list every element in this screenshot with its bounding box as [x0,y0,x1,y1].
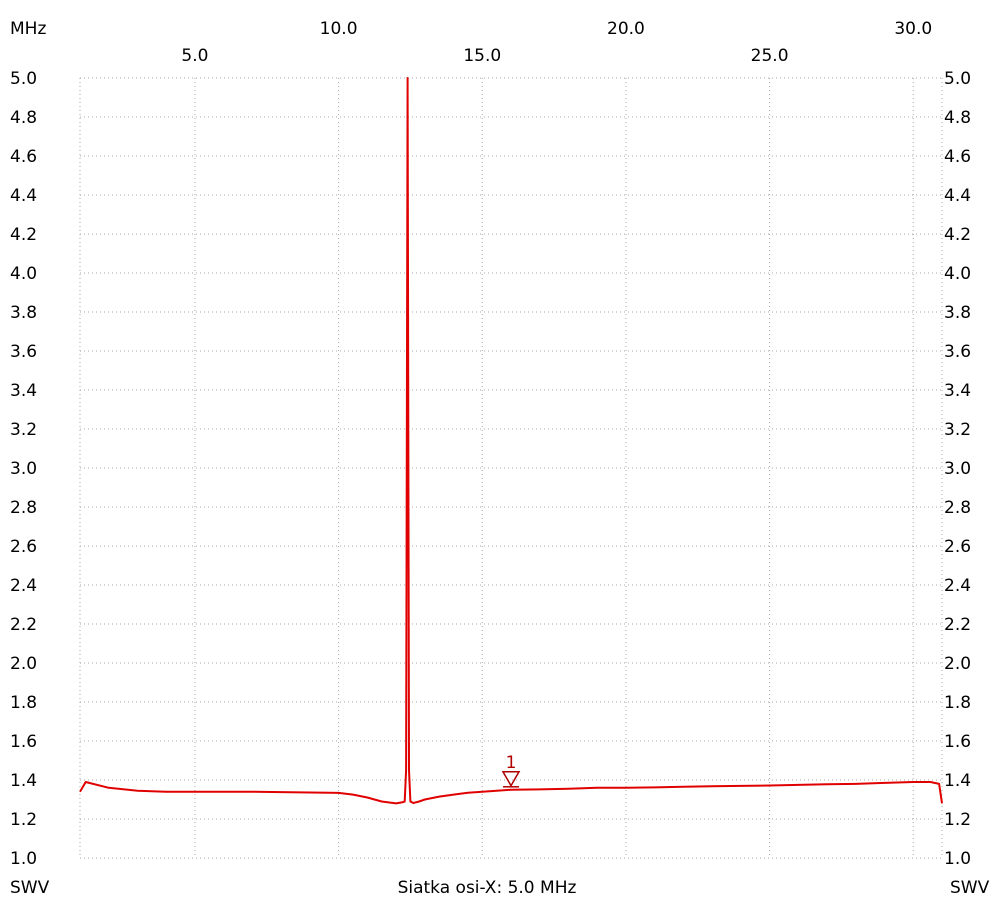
x-tick-label: 15.0 [463,46,501,66]
y-tick-label: 1.0 [10,849,37,869]
y-tick-label-right: 4.2 [944,225,971,245]
x-tick-label: 5.0 [181,46,208,66]
y-tick-label-right: 3.4 [944,381,971,401]
y-tick-label: 2.2 [10,615,37,635]
y-tick-label-right: 3.6 [944,342,971,362]
footer-grid-label: Siatka osi-X: 5.0 MHz [398,878,577,898]
y-tick-label-right: 2.6 [944,537,971,557]
y-tick-label-right: 1.0 [944,849,971,869]
y-tick-label-right: 4.6 [944,147,971,167]
swr-trace [79,77,943,805]
y-tick-label: 2.0 [10,654,37,674]
y-tick-label: 3.2 [10,420,37,440]
y-axis-right: 5.0 4.8 4.6 4.4 4.2 4.0 3.8 3.6 3.4 3.2 3.0 2.8 2.6 2… [944,69,971,869]
y-tick-label-right: 4.4 [944,186,971,206]
series-layer [79,77,943,805]
y-tick-label-right: 1.2 [944,810,971,830]
y-label-right: SWV [950,878,990,898]
y-tick-label: 2.8 [10,498,37,518]
y-tick-label-right: 2.0 [944,654,971,674]
y-tick-label: 5.0 [10,69,37,89]
x-unit-label: MHz [10,19,46,39]
y-tick-label: 2.4 [10,576,37,596]
y-tick-label-right: 3.8 [944,303,971,323]
y-tick-label: 1.4 [10,771,37,791]
y-tick-label-right: 3.2 [944,420,971,440]
y-tick-label: 3.8 [10,303,37,323]
y-tick-label-right: 1.4 [944,771,971,791]
y-tick-label-right: 1.8 [944,693,971,713]
grid [79,77,943,859]
y-tick-label-right: 4.8 [944,108,971,128]
y-tick-label: 3.4 [10,381,37,401]
y-tick-label: 2.6 [10,537,37,557]
x-axis-top: 10.0 20.0 30.0 5.0 15.0 25.0 [181,19,932,66]
y-tick-label-right: 2.8 [944,498,971,518]
marker-layer: 1 [501,753,521,788]
y-label-left: SWV [10,878,50,898]
y-axis-left: 5.0 4.8 4.6 4.4 4.2 4.0 3.8 3.6 3.4 3.2 3.0 2.8 2.6 2… [10,69,37,869]
marker-label: 1 [506,753,517,773]
y-tick-label: 3.0 [10,459,37,479]
y-tick-label: 4.6 [10,147,37,167]
y-tick-label: 1.6 [10,732,37,752]
x-tick-label: 25.0 [751,46,789,66]
y-tick-label: 3.6 [10,342,37,362]
x-tick-label: 30.0 [894,19,932,39]
y-tick-label-right: 2.2 [944,615,971,635]
y-tick-label: 4.2 [10,225,37,245]
y-tick-label-right: 5.0 [944,69,971,89]
y-tick-label-right: 2.4 [944,576,971,596]
x-tick-label: 20.0 [607,19,645,39]
y-tick-label-right: 4.0 [944,264,971,284]
y-tick-label: 1.8 [10,693,37,713]
y-tick-label-right: 3.0 [944,459,971,479]
y-tick-label: 4.0 [10,264,37,284]
y-tick-label: 4.8 [10,108,37,128]
x-tick-label: 10.0 [320,19,358,39]
y-tick-label: 1.2 [10,810,37,830]
marker-triangle [501,771,521,788]
y-tick-label-right: 1.6 [944,732,971,752]
y-tick-label: 4.4 [10,186,37,206]
